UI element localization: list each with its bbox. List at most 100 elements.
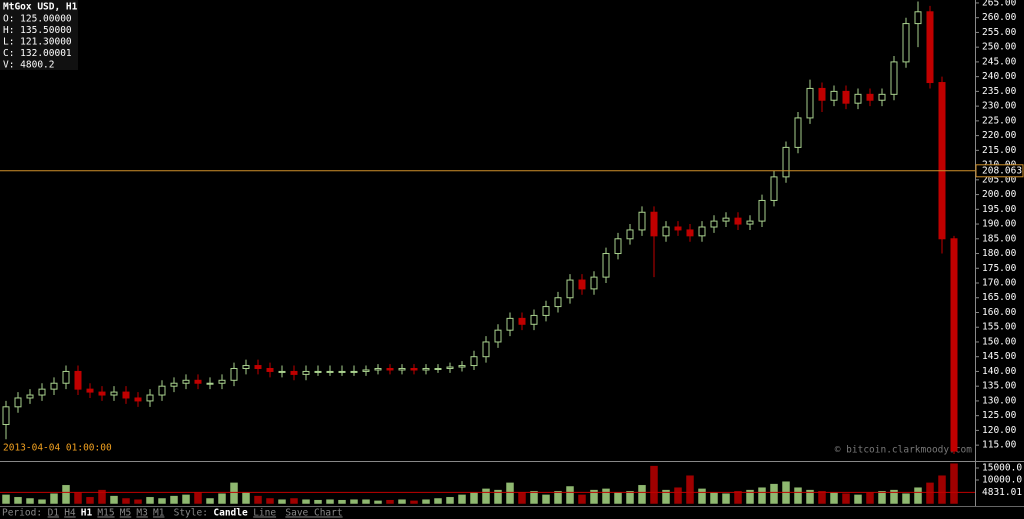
volume-bar xyxy=(925,482,935,505)
info-line: L: 121.30000 xyxy=(3,37,72,48)
y-tick-label: 255.00 xyxy=(982,27,1017,38)
volume-bar xyxy=(121,497,131,505)
volume-bar xyxy=(349,498,359,505)
y-tick-label: 135.00 xyxy=(982,381,1017,392)
candle-body xyxy=(302,370,310,375)
y-tick-label: 130.00 xyxy=(982,395,1017,406)
candle-body xyxy=(26,394,34,399)
y-tick-label: 115.00 xyxy=(982,440,1017,451)
volume-bar xyxy=(445,496,455,505)
volume-bar xyxy=(373,500,383,505)
period-option[interactable]: M5 xyxy=(120,508,131,519)
volume-bar xyxy=(913,486,923,505)
volume-bar xyxy=(685,474,695,505)
y2-tick-label: 15000.0 xyxy=(982,463,1022,474)
candle-body xyxy=(218,379,226,384)
y-tick-label: 215.00 xyxy=(982,145,1017,156)
candle-body xyxy=(146,394,154,402)
save-chart[interactable]: Save Chart xyxy=(285,508,342,519)
price-line-label: 208.063 xyxy=(982,165,1022,176)
candle-body xyxy=(566,279,574,299)
candle-body xyxy=(206,382,214,385)
candle-body xyxy=(434,367,442,370)
price-line-box xyxy=(975,164,1024,178)
candle-body xyxy=(650,211,658,237)
volume-bar xyxy=(301,498,311,505)
candle-body xyxy=(782,146,790,178)
y-tick-label: 195.00 xyxy=(982,204,1017,215)
style-option[interactable]: Line xyxy=(253,508,276,519)
candle-body xyxy=(410,367,418,371)
candle-body xyxy=(242,365,250,369)
candle-body xyxy=(914,11,922,25)
candle-body xyxy=(530,314,538,325)
y-tick-label: 265.00 xyxy=(982,0,1017,8)
volume-bar xyxy=(85,496,95,505)
volume-bar xyxy=(661,489,671,505)
candle-body xyxy=(182,379,190,384)
style-option[interactable]: Candle xyxy=(213,508,248,519)
volume-bar xyxy=(253,495,263,505)
y-tick-label: 160.00 xyxy=(982,307,1017,318)
volume-bar xyxy=(949,462,959,505)
volume-bar xyxy=(409,500,419,505)
volume-bar xyxy=(757,486,767,505)
period-option[interactable]: M3 xyxy=(136,508,147,519)
volume-bar xyxy=(421,498,431,505)
period-option[interactable]: H4 xyxy=(64,508,76,519)
volume-bar xyxy=(193,491,203,505)
candle-body xyxy=(506,317,514,331)
candle-body xyxy=(806,87,814,119)
period-option[interactable]: M15 xyxy=(97,508,114,519)
volume-average-label: 4831.01 xyxy=(982,487,1022,498)
volume-bar xyxy=(205,497,215,505)
info-line: H: 135.50000 xyxy=(3,25,72,36)
y-tick-label: 165.00 xyxy=(982,292,1017,303)
candle-body xyxy=(278,370,286,373)
y-tick-label: 120.00 xyxy=(982,425,1017,436)
candle-body xyxy=(722,217,730,222)
volume-bar xyxy=(841,492,851,505)
candle-body xyxy=(626,229,634,240)
info-line: O: 125.00000 xyxy=(3,14,72,25)
candle-body xyxy=(554,297,562,308)
volume-bar xyxy=(337,499,347,505)
volume-bar xyxy=(889,489,899,505)
y-tick-label: 155.00 xyxy=(982,322,1017,333)
candle-body xyxy=(14,397,22,408)
volume-bar xyxy=(829,491,839,505)
volume-bar xyxy=(265,497,275,505)
volume-bar xyxy=(289,497,299,505)
volume-bar xyxy=(97,489,107,505)
volume-bar xyxy=(673,486,683,505)
period-option[interactable]: M1 xyxy=(153,508,165,519)
candle-body xyxy=(818,87,826,101)
candle-body xyxy=(794,117,802,148)
volume-bar xyxy=(601,488,611,505)
candle-body xyxy=(542,306,550,316)
candle-body xyxy=(614,238,622,255)
volume-bar xyxy=(73,491,83,505)
volume-bar xyxy=(877,490,887,505)
candle-body xyxy=(50,382,58,390)
volume-bar xyxy=(49,492,59,505)
candle-body xyxy=(866,93,874,101)
volume-bar xyxy=(361,498,371,505)
volume-bar xyxy=(613,491,623,505)
volume-bar xyxy=(517,491,527,505)
y-tick-label: 145.00 xyxy=(982,351,1017,362)
candle-body xyxy=(266,367,274,372)
period-label: Period: xyxy=(2,508,42,519)
volume-bar xyxy=(901,492,911,505)
volume-bar xyxy=(769,483,779,505)
period-option[interactable]: H1 xyxy=(81,508,93,519)
y-tick-label: 250.00 xyxy=(982,42,1017,53)
period-option[interactable]: D1 xyxy=(48,508,60,519)
candle-body xyxy=(926,11,934,84)
volume-bar xyxy=(817,490,827,505)
candle-body xyxy=(386,367,394,371)
candle-body xyxy=(902,23,910,63)
candle-body xyxy=(110,391,118,396)
candle-body xyxy=(518,317,526,325)
volume-bar xyxy=(25,497,35,505)
